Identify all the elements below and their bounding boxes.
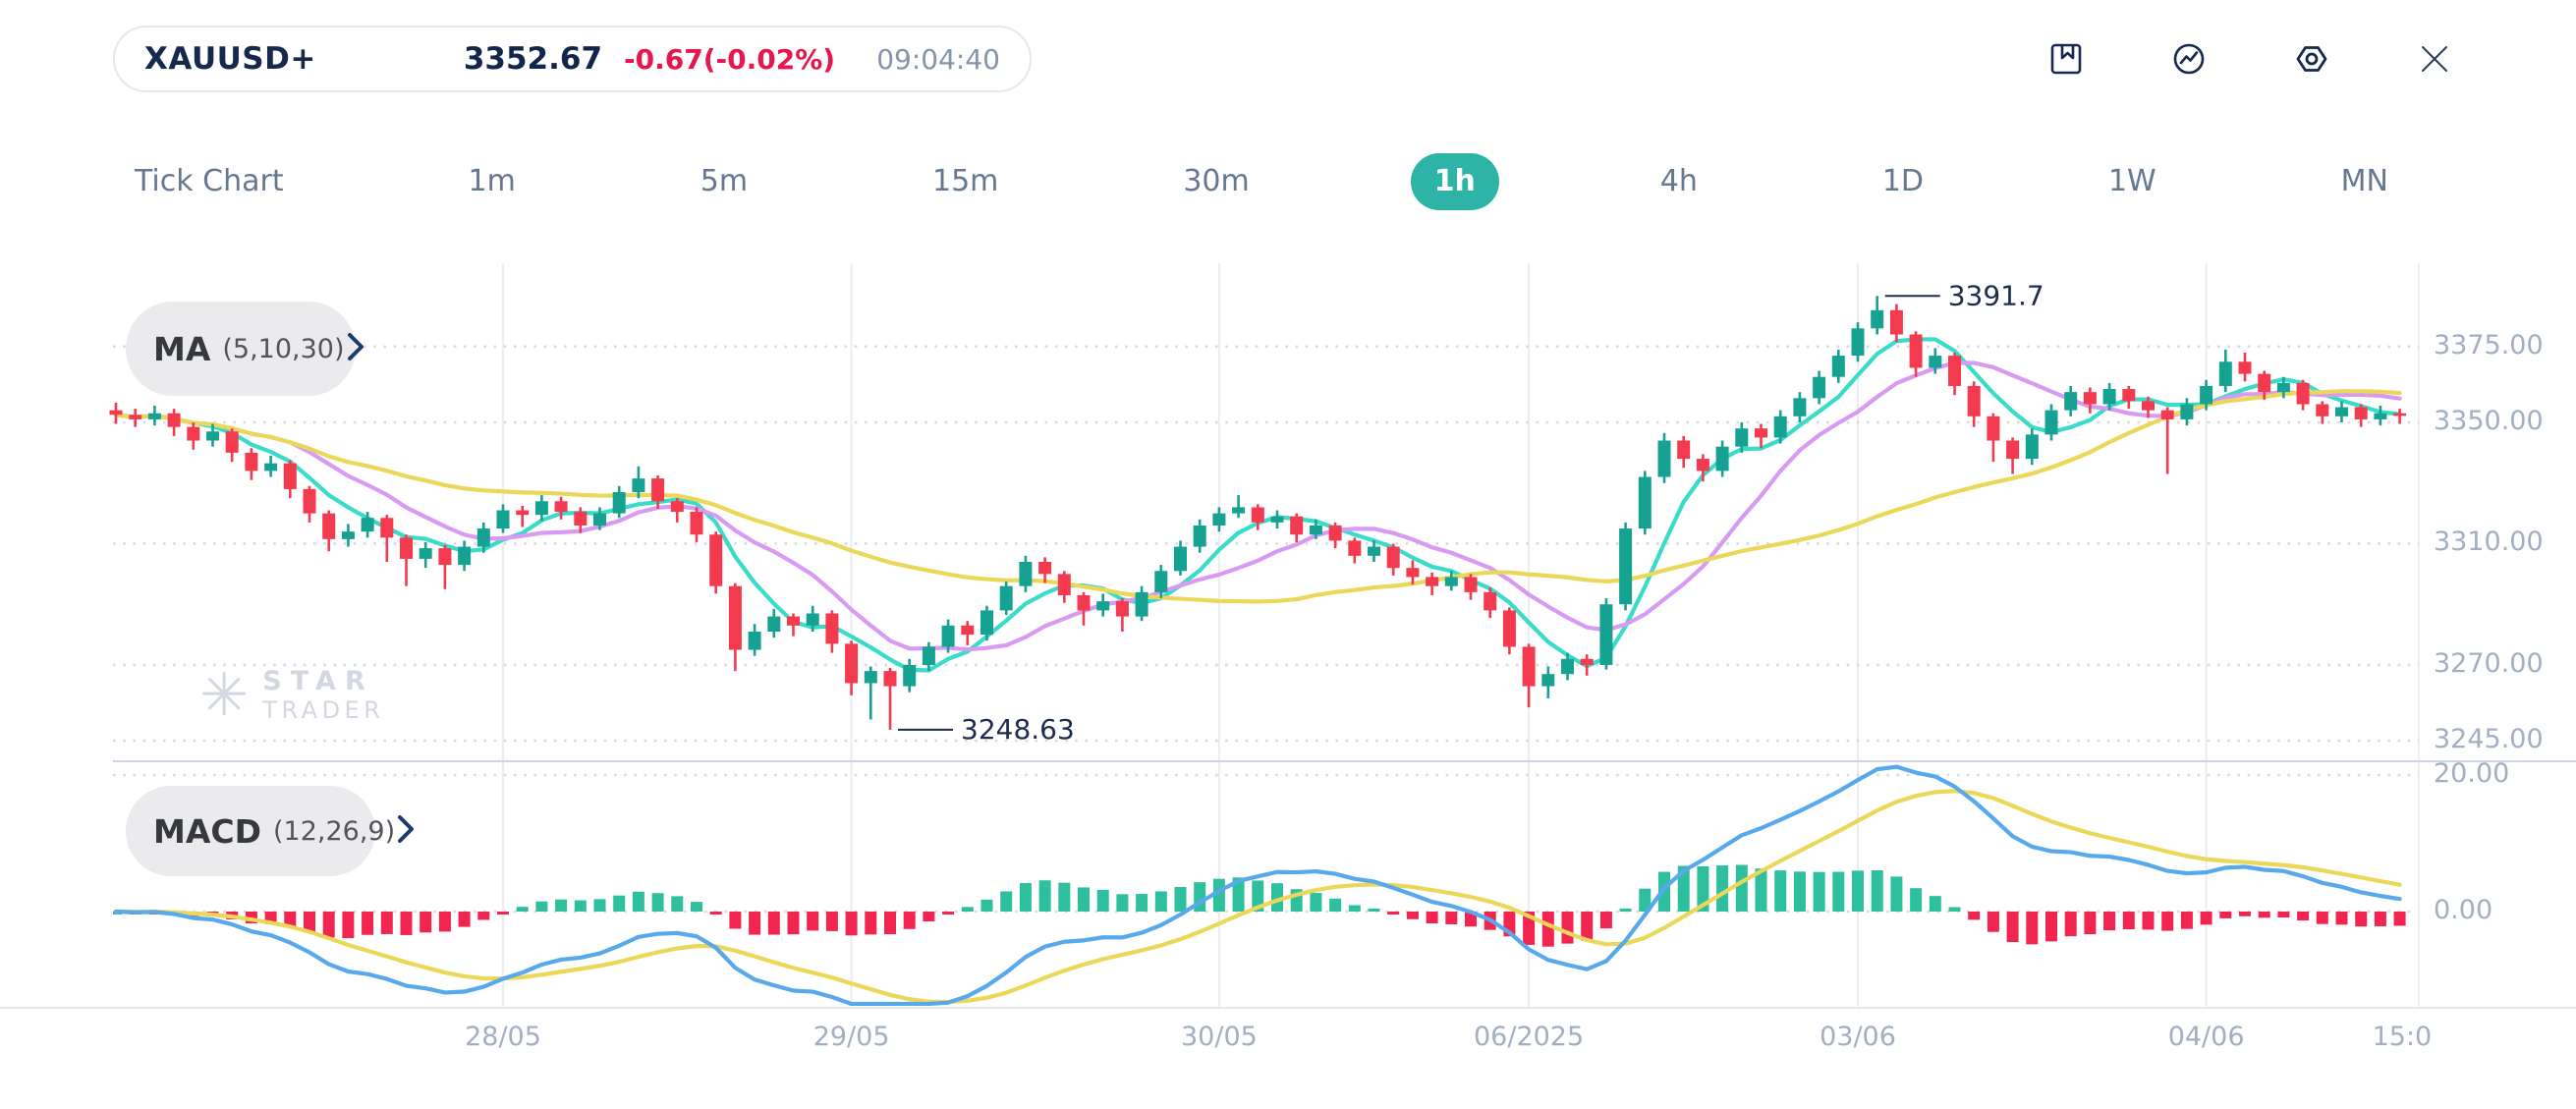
- quote-time: 09:04:40: [876, 42, 1000, 76]
- tab-5m[interactable]: 5m: [700, 164, 749, 198]
- tab-1m[interactable]: 1m: [468, 164, 516, 198]
- timeframe-tabs: Tick Chart 1m 5m 15m 30m 1h 4h 1D 1W MN: [111, 147, 2412, 216]
- y-axis-label: 3310.00: [2434, 527, 2544, 558]
- settings-icon[interactable]: [2290, 37, 2333, 81]
- broker-watermark: ✳ STAR TRADER: [199, 666, 384, 725]
- tab-1w[interactable]: 1W: [2107, 164, 2156, 198]
- tab-15m[interactable]: 15m: [931, 164, 999, 198]
- ma-indicator-params: (5,10,30): [222, 333, 345, 364]
- performance-icon[interactable]: [2167, 37, 2211, 81]
- price-change: -0.67(-0.02%): [624, 42, 836, 76]
- tab-1h[interactable]: 1h: [1410, 153, 1499, 210]
- y-axis-label: 3350.00: [2434, 406, 2544, 436]
- ma-indicator-label: MA: [153, 329, 211, 368]
- tab-4h[interactable]: 4h: [1659, 164, 1698, 198]
- tab-1d[interactable]: 1D: [1881, 164, 1925, 198]
- y-axis-label: 0.00: [2434, 895, 2493, 925]
- bookmark-icon[interactable]: [2044, 37, 2088, 81]
- x-axis-label: 15:0: [2372, 1022, 2433, 1052]
- watermark-line1: STAR: [262, 666, 374, 696]
- ma-indicator-button[interactable]: MA (5,10,30): [126, 302, 364, 396]
- tab-tick-chart[interactable]: Tick Chart: [135, 164, 284, 198]
- x-axis-label: 30/05: [1180, 1022, 1258, 1052]
- y-axis-label: 3270.00: [2434, 647, 2544, 679]
- header-actions: [2044, 37, 2456, 81]
- high-price-label: 3391.7: [1948, 279, 2044, 311]
- macd-indicator-button[interactable]: MACD (12,26,9): [126, 786, 415, 876]
- macd-indicator-label: MACD: [153, 811, 261, 851]
- y-axis-label: 3375.00: [2434, 329, 2544, 360]
- tab-mn[interactable]: MN: [2340, 164, 2388, 198]
- watermark-line2: TRADER: [262, 696, 385, 724]
- y-axis-label: 20.00: [2434, 758, 2510, 789]
- tab-30m[interactable]: 30m: [1183, 164, 1250, 198]
- last-price: 3352.67: [463, 41, 603, 77]
- y-axis-label: 3245.00: [2434, 724, 2544, 755]
- x-axis-label: 06/2025: [1474, 1022, 1585, 1052]
- chevron-right-icon: [395, 811, 417, 851]
- x-axis-label: 04/06: [2167, 1022, 2245, 1052]
- macd-indicator-params: (12,26,9): [273, 815, 396, 847]
- x-axis-label: 29/05: [812, 1022, 890, 1052]
- quote-header[interactable]: XAUUSD+ 3352.67 -0.67(-0.02%) 09:04:40: [113, 26, 1032, 92]
- chevron-right-icon: [345, 329, 366, 368]
- x-axis-label: 03/06: [1820, 1022, 1896, 1052]
- symbol-name: XAUUSD+: [144, 41, 316, 77]
- close-icon[interactable]: [2413, 37, 2456, 81]
- x-axis-label: 28/05: [465, 1022, 541, 1052]
- star-logo-icon: ✳: [199, 661, 250, 730]
- low-price-label: 3248.63: [961, 713, 1075, 746]
